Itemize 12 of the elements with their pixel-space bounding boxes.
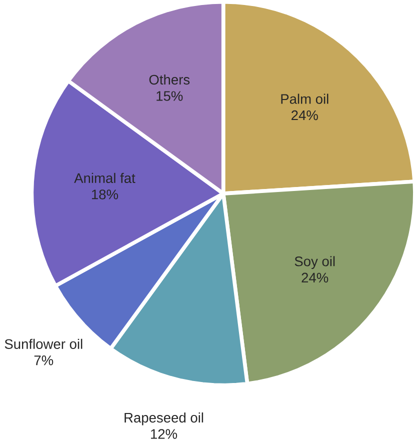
data-label: 12% xyxy=(151,429,178,439)
slice-label: Others xyxy=(149,74,190,85)
slice-label: Palm oil xyxy=(281,94,328,104)
data-label: 24% xyxy=(292,110,318,120)
slice-label: Animal fat xyxy=(74,172,136,184)
data-label: 15% xyxy=(156,91,183,101)
data-label: 24% xyxy=(302,272,328,282)
slice-label: Soy oil xyxy=(294,256,335,269)
slice-label: Rapeseed oil xyxy=(124,412,204,426)
data-label: 7% xyxy=(34,356,54,366)
data-label: 18% xyxy=(92,190,118,200)
slice-label: Sunflower oil xyxy=(4,338,82,349)
